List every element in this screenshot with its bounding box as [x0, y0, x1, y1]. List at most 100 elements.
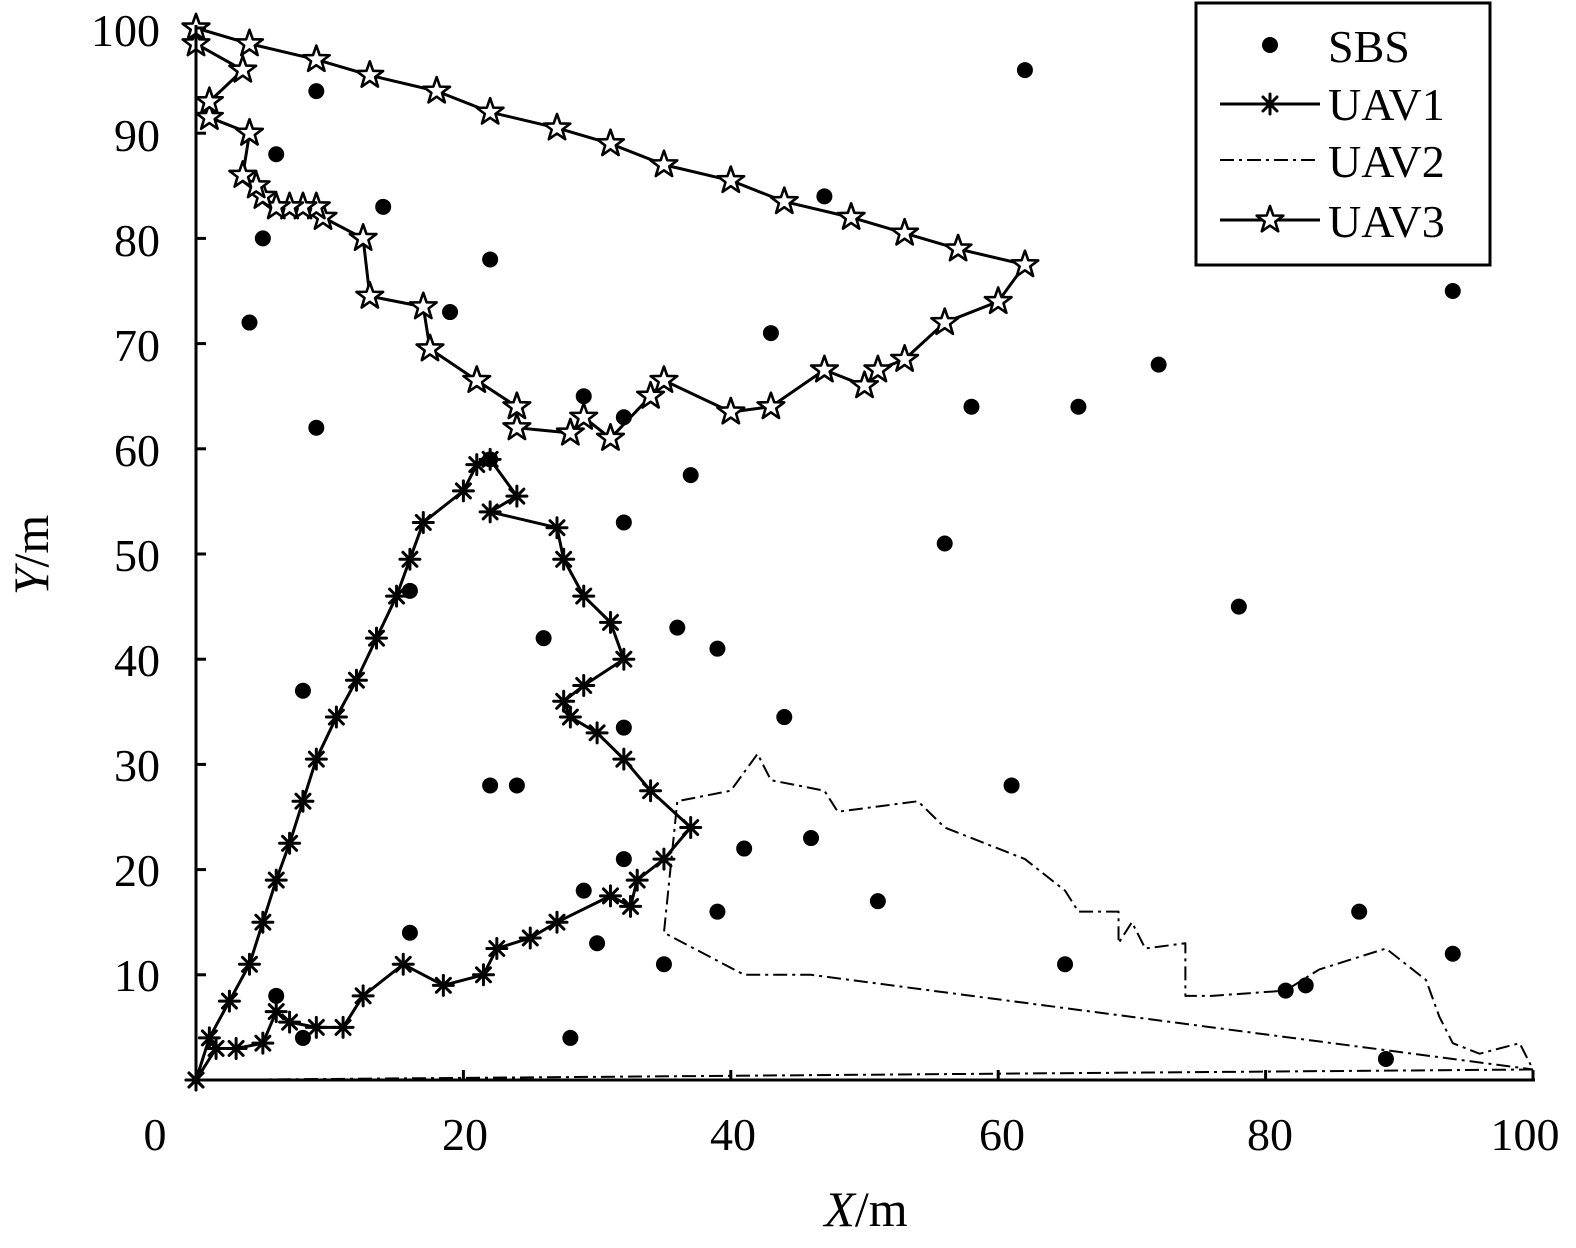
sbs-point	[762, 325, 779, 342]
sbs-point	[508, 777, 525, 794]
x-tick-label: 0	[144, 1109, 167, 1160]
y-tick-label: 50	[114, 530, 160, 581]
sbs-point	[442, 304, 459, 321]
y-tick-label: 70	[114, 320, 160, 371]
sbs-point	[615, 719, 632, 736]
sbs-point	[482, 251, 499, 268]
uav1-marker	[639, 779, 663, 803]
sbs-point	[1297, 977, 1314, 994]
uav3-marker	[422, 75, 452, 104]
uav1-marker	[451, 479, 475, 503]
uav1-marker	[625, 868, 649, 892]
uav1-marker	[204, 1036, 228, 1060]
uav1-marker	[545, 910, 569, 934]
sbs-point	[575, 388, 592, 405]
uav3-marker	[863, 354, 893, 383]
sbs-point	[709, 903, 726, 920]
legend-label-uav3: UAV3	[1328, 196, 1445, 247]
x-axis-var: X	[822, 1181, 857, 1237]
uav1-marker	[278, 1010, 302, 1034]
uav1-marker	[364, 626, 388, 650]
sbs-point	[615, 514, 632, 531]
sbs-point	[1016, 62, 1033, 79]
x-tick-labels: 0 20 40 60 80 100	[144, 1109, 1560, 1160]
uav1-marker	[471, 963, 495, 987]
sbs-point	[254, 230, 271, 247]
uav1-marker	[572, 674, 596, 697]
y-tick-label: 40	[114, 635, 160, 686]
uav1-marker	[264, 1000, 288, 1024]
sbs-point	[1003, 777, 1020, 794]
x-axis-title: X/m	[822, 1181, 907, 1237]
sbs-point	[709, 640, 726, 657]
y-axis-title: Y/m	[3, 515, 59, 596]
uav1-marker	[619, 894, 643, 918]
uav1-marker	[552, 547, 576, 571]
uav3-marker	[983, 286, 1013, 315]
sbs-point	[268, 987, 285, 1004]
uav1-marker	[478, 500, 502, 524]
legend-label-uav1: UAV1	[1328, 79, 1445, 130]
uav1-marker	[291, 789, 315, 813]
y-tick-label: 100	[91, 5, 160, 56]
sbs-point	[535, 630, 552, 647]
uav3-marker	[1010, 249, 1040, 278]
y-tick-label: 10	[114, 950, 160, 1001]
y-tick-labels: 10 20 30 40 50 60 70 80 90 100	[91, 5, 160, 1001]
x-tick-label: 100	[1491, 1109, 1560, 1160]
asterisk-marker-icon	[1258, 92, 1282, 116]
sbs-point	[803, 830, 820, 847]
sbs-point	[1230, 598, 1247, 615]
sbs-point	[308, 419, 325, 436]
legend-item-uav2: UAV2	[1220, 136, 1445, 187]
series-uav2	[195, 752, 1534, 1081]
y-tick-label: 80	[114, 215, 160, 266]
uav3-marker	[769, 186, 799, 215]
y-tick-label: 20	[114, 845, 160, 896]
legend-dot-icon	[1262, 37, 1278, 53]
x-tick-label: 20	[442, 1109, 488, 1160]
uav1-marker	[612, 747, 636, 771]
sbs-point	[1351, 903, 1368, 920]
uav1-marker	[264, 868, 288, 892]
uav1-marker	[251, 910, 275, 934]
uav1-marker	[485, 937, 509, 960]
sbs-point	[241, 314, 258, 331]
sbs-point	[1057, 956, 1074, 973]
sbs-point	[936, 535, 953, 552]
uav3-marker	[649, 365, 679, 394]
y-tick-label: 90	[114, 110, 160, 161]
uav3-marker	[649, 149, 679, 178]
legend-label-uav2: UAV2	[1328, 136, 1445, 187]
plot-area	[181, 12, 1534, 1092]
x-tick-label: 80	[1247, 1109, 1293, 1160]
uav1-marker	[598, 610, 622, 634]
sbs-point	[575, 882, 592, 899]
x-tick-label: 40	[710, 1109, 756, 1160]
uav1-marker	[351, 984, 375, 1008]
sbs-point	[401, 924, 418, 941]
uav1-marker	[572, 584, 596, 608]
uav3-marker	[301, 44, 331, 73]
sbs-point	[294, 682, 311, 699]
uav3-marker	[890, 217, 920, 246]
uav3-marker	[234, 28, 265, 57]
sbs-point	[375, 198, 392, 215]
y-axis-var: Y	[3, 562, 59, 595]
uav3-marker	[756, 391, 786, 420]
series-uav3	[181, 12, 1040, 451]
sbs-point	[268, 146, 285, 163]
uav1-marker	[679, 816, 703, 840]
y-axis-unit: /m	[3, 515, 59, 568]
legend-item-uav3: UAV3	[1220, 196, 1445, 247]
sbs-point	[736, 840, 753, 857]
legend-item-sbs: SBS	[1262, 21, 1410, 72]
legend-label-sbs: SBS	[1328, 21, 1410, 72]
uav3-marker	[716, 396, 746, 425]
uav1-marker	[545, 516, 569, 540]
sbs-point	[655, 956, 672, 973]
uav1-marker	[585, 721, 609, 745]
uav3-marker	[836, 202, 866, 230]
uav3-marker	[595, 128, 626, 157]
